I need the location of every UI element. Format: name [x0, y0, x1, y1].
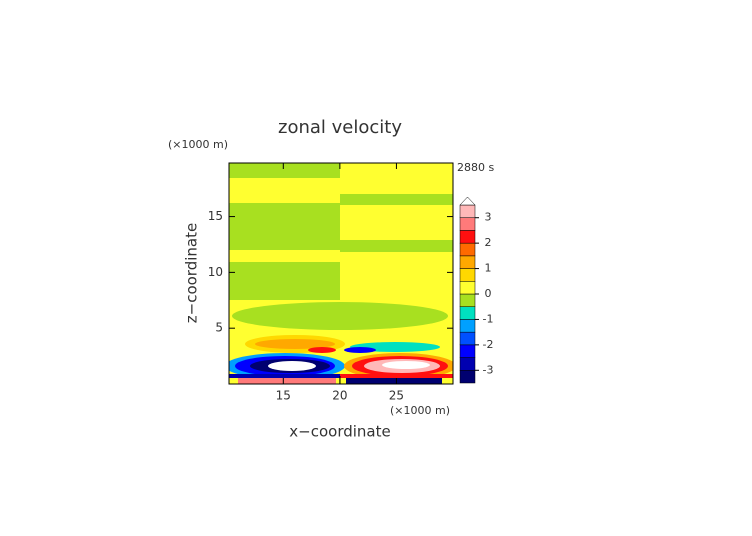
- colorbar-swatch: [459, 306, 476, 320]
- colorbar-swatch: [459, 230, 476, 244]
- colorbar-swatch: [459, 357, 476, 371]
- colorbar-swatch: [459, 293, 476, 307]
- y-unit: (×1000 m): [168, 138, 228, 151]
- x-unit: (×1000 m): [390, 404, 450, 417]
- colorbar-swatch: [459, 217, 476, 231]
- contour-region: [238, 378, 336, 384]
- contour-region: [232, 302, 448, 330]
- colorbar-extension: [459, 196, 476, 206]
- contour-field: [229, 163, 453, 384]
- colorbar-tick-label: -1: [483, 312, 494, 325]
- colorbar-swatch: [459, 281, 476, 295]
- colorbar-swatch: [459, 370, 476, 384]
- x-tick-label: 25: [389, 389, 404, 403]
- contour-region: [340, 194, 453, 205]
- contour-region: [382, 361, 430, 369]
- colorbar-tick-label: -3: [483, 363, 494, 376]
- plot-frame: [228, 162, 454, 385]
- y-tick-label: 5: [215, 321, 223, 335]
- contour-region: [344, 347, 376, 353]
- contour-region: [229, 178, 340, 203]
- colorbar-tick-label: -2: [483, 338, 494, 351]
- chart-title: zonal velocity: [278, 117, 402, 138]
- contour-region: [255, 339, 335, 349]
- colorbar-tick-label: 0: [485, 287, 492, 300]
- colorbar-tick-label: 1: [485, 262, 492, 275]
- colorbar-swatch: [459, 242, 476, 257]
- colorbar-swatch: [459, 331, 476, 346]
- y-tick-label: 15: [208, 209, 223, 223]
- colorbar-tick-label: 3: [485, 211, 492, 224]
- x-tick-label: 15: [276, 389, 291, 403]
- colorbar-swatch: [459, 344, 476, 358]
- contour-region: [229, 250, 340, 262]
- colorbar-swatch: [459, 255, 476, 269]
- contour-region: [268, 361, 316, 371]
- colorbar-swatch: [459, 319, 476, 333]
- contour-region: [340, 374, 453, 378]
- contour-region: [340, 240, 453, 252]
- y-tick-label: 10: [208, 265, 223, 279]
- time-label: 2880 s: [457, 161, 494, 174]
- y-axis-label: z−coordinate: [183, 223, 201, 323]
- contour-region: [346, 378, 442, 384]
- x-axis-label: x−coordinate: [289, 423, 390, 441]
- colorbar-swatch: [459, 268, 476, 282]
- x-tick-label: 20: [332, 389, 347, 403]
- colorbar-swatch: [459, 204, 476, 218]
- colorbar-tick-label: 2: [485, 236, 492, 249]
- contour-region: [308, 347, 336, 353]
- contour-region: [229, 374, 340, 378]
